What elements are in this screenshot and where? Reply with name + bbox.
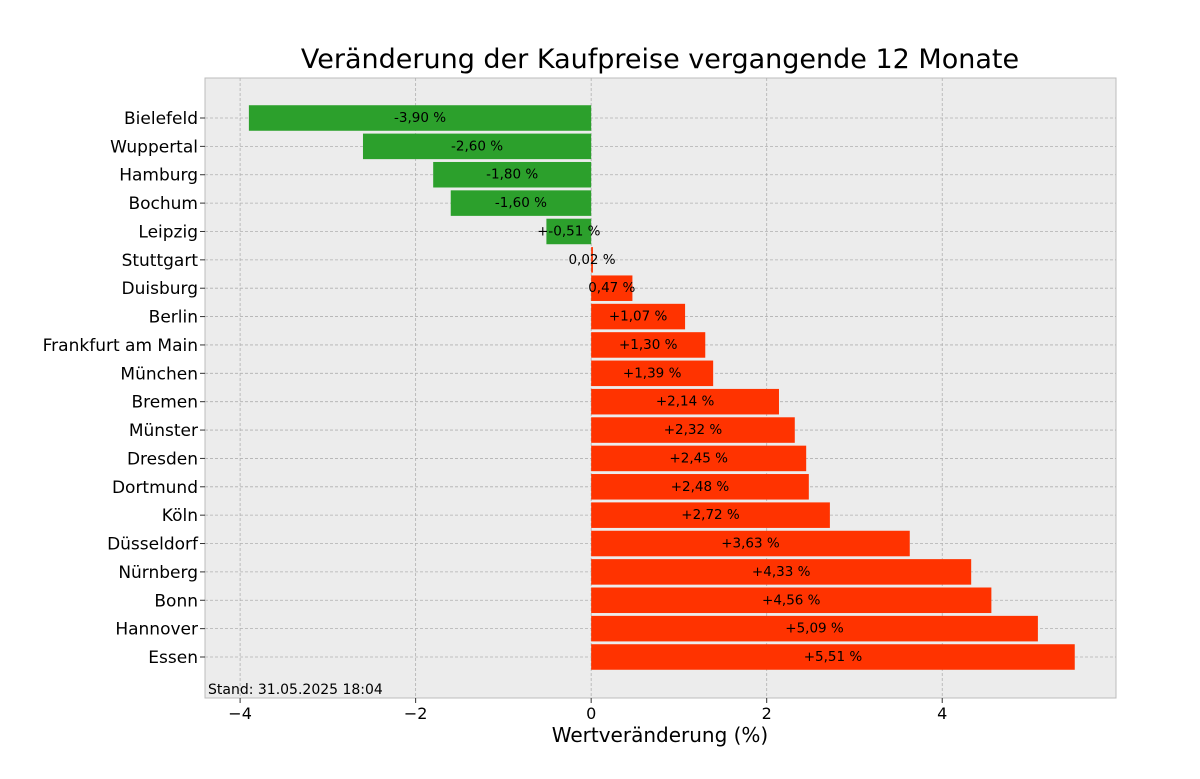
y-tick-label: Wuppertal [110, 137, 198, 157]
data-label: +2,45 % [669, 450, 728, 466]
x-tick-label: 2 [762, 704, 772, 723]
bar [248, 105, 592, 131]
data-label: 0,47 % [588, 280, 635, 296]
bar [591, 530, 910, 557]
data-label: -3,90 % [394, 110, 446, 126]
y-tick-label: Bonn [154, 591, 198, 611]
bar [591, 559, 972, 585]
data-label: -2,60 % [451, 138, 503, 154]
bar [591, 332, 706, 358]
y-tick-label: Bremen [131, 393, 198, 413]
bar [591, 388, 779, 415]
y-tick-label: Bielefeld [124, 109, 198, 129]
data-label: -1,60 % [495, 195, 547, 211]
data-label: -1,80 % [486, 167, 538, 183]
x-tick-label: 4 [937, 704, 947, 723]
y-tick-label: Dresden [127, 449, 198, 469]
bar [591, 247, 593, 273]
y-tick-label: Frankfurt am Main [43, 336, 198, 356]
y-tick-label: Münster [129, 421, 198, 441]
bar [362, 133, 592, 160]
bar [546, 218, 592, 245]
data-label: +1,07 % [609, 309, 668, 325]
y-tick-label: Duisburg [122, 279, 199, 299]
bar [433, 161, 592, 188]
x-tick-label: −4 [228, 704, 252, 723]
bar [591, 644, 1075, 670]
data-label: +2,32 % [664, 422, 723, 438]
y-tick-label: Düsseldorf [107, 535, 199, 555]
y-tick-label: Hamburg [119, 166, 198, 186]
bar [591, 615, 1038, 642]
y-tick-label: Köln [162, 506, 198, 526]
bar [591, 275, 633, 301]
data-label: +2,72 % [681, 507, 740, 523]
y-tick-label: München [120, 364, 198, 384]
y-tick-label: Leipzig [138, 222, 198, 242]
bar [591, 587, 992, 614]
data-label: +1,39 % [623, 365, 682, 381]
y-tick-label: Essen [148, 648, 198, 668]
y-tick-label: Stuttgart [122, 251, 199, 271]
y-tick-label: Nürnberg [118, 563, 198, 583]
bar [591, 360, 714, 387]
bar [591, 417, 795, 443]
data-label: +4,56 % [762, 592, 821, 608]
bar [591, 502, 830, 528]
timestamp-annotation: Stand: 31.05.2025 18:04 [208, 682, 383, 698]
data-label: +1,30 % [619, 337, 678, 353]
data-label: +5,09 % [785, 621, 844, 637]
y-tick-label: Hannover [115, 620, 198, 640]
chart-title: Veränderung der Kaufpreise vergangende 1… [301, 44, 1019, 75]
x-tick-label: −2 [404, 704, 428, 723]
data-label: +2,48 % [671, 479, 730, 495]
bar [591, 303, 686, 330]
x-axis-label: Wertveränderung (%) [552, 723, 769, 747]
data-label: +4,33 % [752, 564, 811, 580]
data-label: 0,02 % [568, 252, 615, 268]
y-tick-label: Berlin [149, 308, 198, 328]
y-tick-label: Dortmund [112, 478, 198, 498]
data-label: +-0,51 % [537, 223, 601, 239]
data-label: +3,63 % [721, 536, 780, 552]
data-label: +2,14 % [656, 394, 715, 410]
bar [591, 474, 809, 500]
bar [450, 190, 592, 216]
data-label: +5,51 % [804, 649, 863, 665]
x-tick-label: 0 [586, 704, 596, 723]
bar [591, 445, 807, 472]
y-tick-label: Bochum [128, 194, 198, 214]
